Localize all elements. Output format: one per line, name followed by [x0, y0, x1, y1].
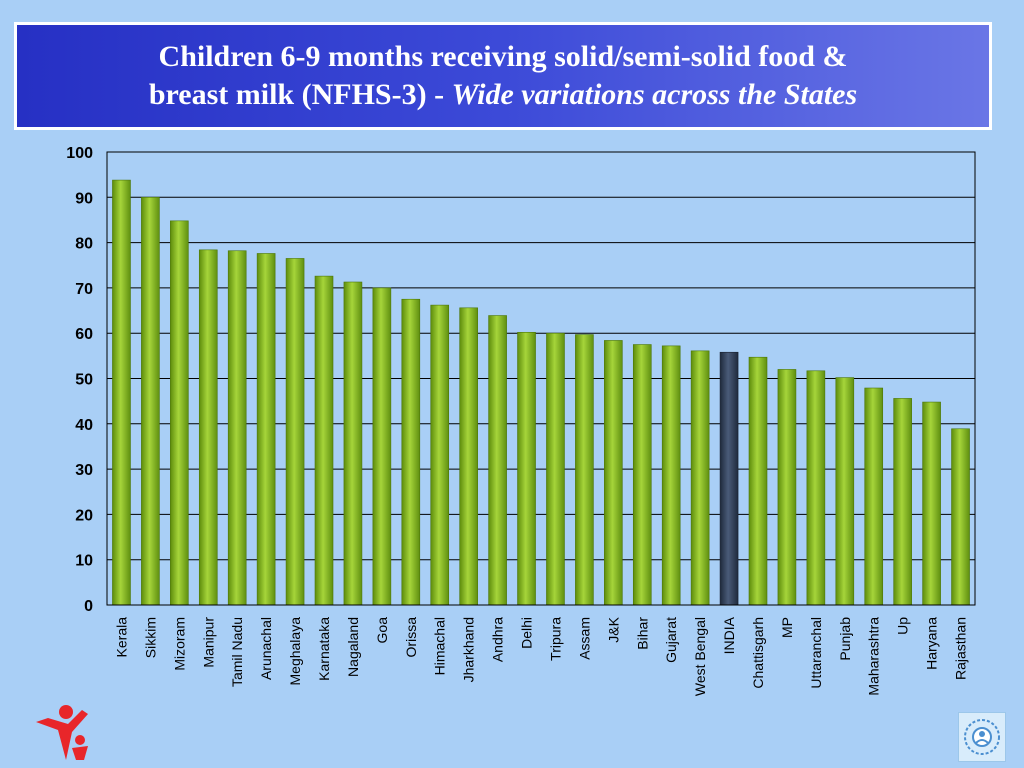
x-tick-label: Goa — [374, 617, 390, 644]
bar — [141, 197, 160, 606]
bar — [604, 340, 623, 606]
gridlines — [107, 151, 975, 605]
axes — [106, 151, 976, 606]
bar — [227, 250, 247, 606]
x-tick-label: Karnataka — [316, 617, 332, 681]
x-tick-label: Haryana — [924, 617, 940, 670]
title-line-2-italic: Wide variations across the States — [451, 78, 858, 111]
bar — [517, 331, 536, 606]
bar — [112, 179, 131, 606]
x-tick-label: Tamil Nadu — [229, 617, 245, 687]
x-tick-label: Orissa — [403, 617, 419, 658]
bar — [198, 249, 218, 606]
x-tick-label: Tripura — [547, 617, 563, 661]
bar — [575, 334, 594, 606]
plot-frame — [106, 151, 976, 606]
bar — [256, 253, 276, 606]
family-logo-icon — [36, 705, 88, 760]
title-line-2: breast milk (NFHS-3) - Wide variations a… — [149, 76, 857, 114]
x-tick-label: Chattisgarh — [750, 617, 766, 689]
bar — [835, 377, 855, 606]
x-tick-label: MP — [779, 617, 795, 638]
x-tick-label: Maharashtra — [866, 617, 882, 696]
x-tick-label: INDIA — [721, 616, 737, 654]
bar — [864, 387, 884, 606]
bars — [112, 179, 970, 606]
bar — [170, 220, 189, 606]
y-tick-label: 30 — [75, 462, 93, 479]
x-tick-label: Mizoram — [171, 617, 187, 671]
x-tick-label: Up — [895, 617, 911, 635]
y-tick-label: 40 — [75, 417, 93, 434]
bar — [430, 304, 450, 606]
title-line-1: Children 6-9 months receiving solid/semi… — [158, 40, 848, 73]
bar — [343, 281, 363, 606]
y-tick-label: 60 — [75, 326, 93, 343]
bar — [372, 287, 392, 606]
x-tick-label: J&K — [605, 616, 621, 642]
y-tick-label: 0 — [84, 598, 93, 615]
bar — [401, 298, 421, 606]
x-tick-label: West Bengal — [692, 617, 708, 696]
x-tick-label: Arunachal — [258, 617, 274, 680]
bar — [488, 315, 507, 606]
bar — [777, 369, 797, 606]
y-tick-label: 100 — [66, 145, 93, 162]
chart-title: Children 6-9 months receiving solid/semi… — [14, 22, 992, 130]
bar — [459, 307, 478, 606]
x-tick-label: Andhra — [490, 617, 506, 662]
y-tick-label: 90 — [75, 190, 93, 207]
bar — [922, 401, 941, 606]
x-tick-label: Uttaranchal — [808, 617, 824, 689]
bar — [546, 332, 565, 606]
x-tick-label: Jharkhand — [461, 617, 477, 682]
y-tick-label: 70 — [75, 281, 93, 298]
title-line-2-prefix: breast milk (NFHS-3) - — [148, 78, 452, 111]
bar — [661, 345, 681, 606]
x-tick-label: Delhi — [519, 617, 535, 649]
bar — [951, 428, 970, 606]
x-tick-label: Assam — [576, 617, 592, 660]
x-tick-label: Punjab — [837, 617, 853, 661]
bar — [314, 275, 334, 606]
x-tick-label: Himachal — [432, 617, 448, 675]
emblem-logo-icon — [958, 712, 1006, 762]
x-tick-label: Sikkim — [142, 617, 158, 658]
y-tick-label: 50 — [75, 372, 93, 389]
x-tick-label: Manipur — [200, 617, 216, 668]
x-tick-label: Kerala — [113, 617, 129, 658]
x-tick-label: Bihar — [634, 617, 650, 650]
x-tick-label: Nagaland — [345, 617, 361, 677]
x-tick-label: Meghalaya — [287, 617, 303, 686]
bar — [806, 370, 826, 606]
bar-india — [719, 351, 739, 606]
x-tick-label: Gujarat — [663, 617, 679, 663]
y-tick-labels: 0 10 20 30 40 50 60 70 80 90 100 — [66, 145, 93, 615]
x-tick-labels: Kerala Sikkim Mizoram Manipur Tamil Nadu Arun… — [113, 616, 968, 696]
x-tick-label: Rajasthan — [953, 617, 969, 680]
bar — [690, 350, 710, 606]
bar — [748, 356, 768, 606]
bar — [893, 398, 912, 606]
bar — [632, 344, 652, 606]
y-tick-label: 10 — [75, 553, 93, 570]
y-tick-label: 80 — [75, 236, 93, 253]
y-tick-label: 20 — [75, 507, 93, 524]
bar — [285, 258, 305, 606]
